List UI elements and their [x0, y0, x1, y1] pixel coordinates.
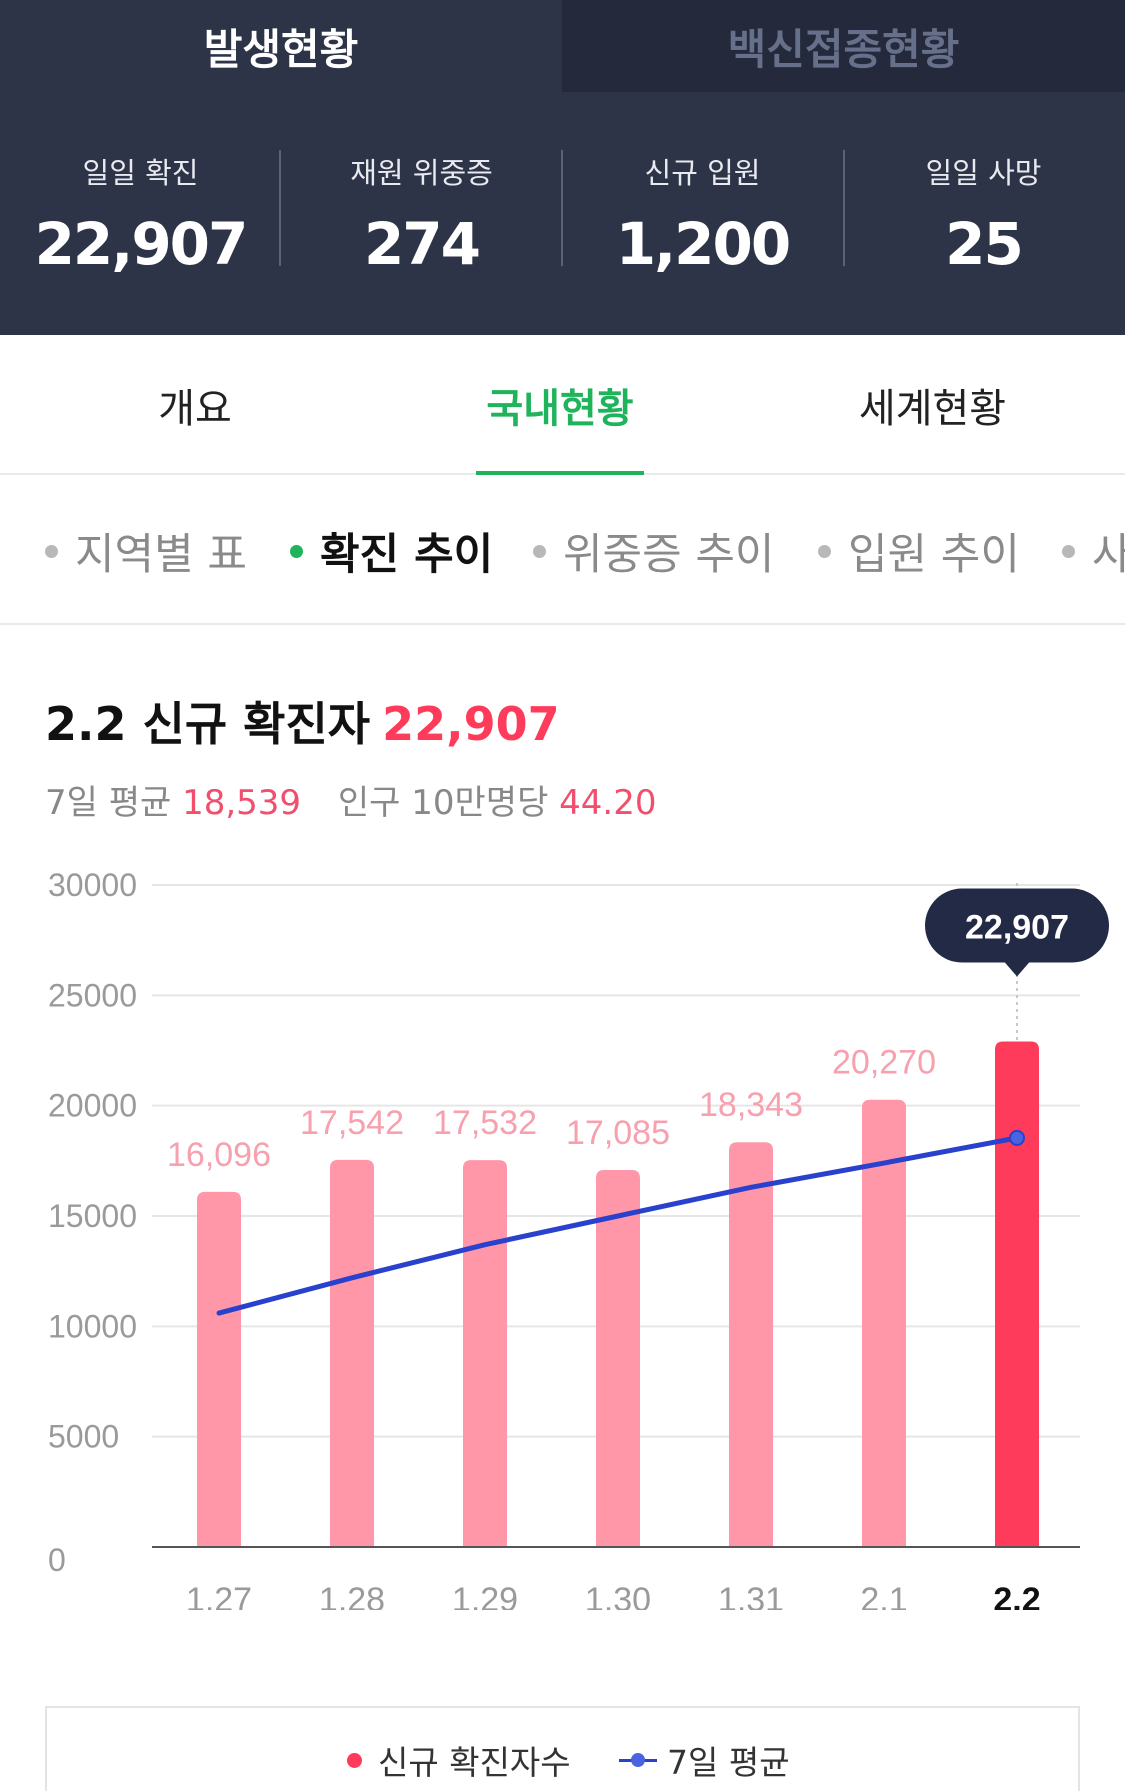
avg-value: 18,539: [182, 783, 302, 823]
stat-label: 일일 확진: [82, 156, 199, 190]
data-label: 16,096: [167, 1136, 271, 1174]
stat-label: 재원 위중증: [350, 156, 493, 190]
per-capita-label: 인구 10만명당: [337, 783, 549, 823]
bar: [862, 1099, 906, 1547]
headline-value: 22,907: [382, 697, 560, 751]
x-tick-label: 1.31: [718, 1581, 784, 1610]
headline-date: 2.2 신규 확진자: [45, 697, 371, 751]
stat-divider: [279, 150, 281, 266]
y-tick-label: 15000: [48, 1198, 137, 1234]
active-tab-indicator: [476, 471, 644, 475]
data-label: 20,270: [832, 1044, 936, 1082]
data-label: 17,542: [300, 1104, 404, 1142]
x-tick-label: 1.29: [452, 1581, 518, 1610]
chart-headline: 2.2 신규 확진자 22,907: [45, 688, 560, 754]
top-tabs: 발생현황 백신접종현황: [0, 0, 1125, 92]
avg-label: 7일 평균: [45, 783, 172, 823]
status-header: 발생현황 백신접종현황 일일 확진 22,907 재원 위중증 274 신규 입…: [0, 0, 1125, 335]
legend-dot-icon: [347, 1752, 362, 1768]
subtab-region-table[interactable]: 지역별 표: [45, 477, 247, 623]
tab-occurrence-status[interactable]: 발생현황: [203, 24, 359, 74]
bar: [197, 1191, 241, 1547]
bullet-icon: [1062, 544, 1075, 558]
y-tick-label: 30000: [48, 867, 137, 903]
y-tick-label: 20000: [48, 1088, 137, 1124]
tab-world[interactable]: 세계현황: [858, 386, 1007, 432]
bar-highlighted: [995, 1041, 1039, 1547]
x-tick-label: 1.28: [319, 1581, 385, 1610]
subtab-label: 지역별 표: [75, 530, 247, 580]
x-tick-label: 2.1: [860, 1581, 907, 1610]
stat-value: 274: [363, 210, 481, 278]
subtab-death-trend[interactable]: 사: [1062, 477, 1125, 623]
tab-overview[interactable]: 개요: [158, 386, 232, 432]
legend-line-icon: [619, 1752, 657, 1767]
bar: [596, 1169, 640, 1547]
chart-legend: 신규 확진자수 7일 평균: [45, 1706, 1080, 1791]
data-label: 18,343: [699, 1086, 803, 1124]
stat-value: 25: [945, 210, 1024, 278]
tab-vaccination-status[interactable]: 백신접종현황: [562, 0, 1125, 92]
subtab-label: 위중증 추이: [563, 530, 775, 580]
subtab-critical-trend[interactable]: 위중증 추이: [533, 477, 775, 623]
stat-daily-deaths: 일일 사망 25: [843, 140, 1124, 280]
stat-label: 일일 사망: [925, 156, 1042, 190]
subtab-admission-trend[interactable]: 입원 추이: [818, 477, 1020, 623]
legend-item-confirmed: 신규 확진자수: [347, 1736, 571, 1784]
legend-label: 7일 평균: [667, 1743, 790, 1782]
data-label: 17,085: [566, 1114, 670, 1152]
average-point-highlighted: [1009, 1129, 1025, 1146]
stat-value: 1,200: [615, 210, 791, 278]
chart-subline: 7일 평균 18,539 인구 10만명당 44.20: [45, 775, 657, 824]
stat-critical: 재원 위중증 274: [281, 140, 562, 280]
tooltip-value: 22,907: [965, 909, 1069, 947]
tab-domestic[interactable]: 국내현황: [486, 386, 634, 432]
x-tick-label: 1.27: [186, 1581, 252, 1610]
stat-daily-confirmed: 일일 확진 22,907: [0, 140, 281, 280]
bar: [463, 1160, 507, 1547]
bullet-icon: [45, 544, 58, 558]
legend-label: 신규 확진자수: [378, 1743, 571, 1782]
stats-row: 일일 확진 22,907 재원 위중증 274 신규 입원 1,200 일일 사…: [0, 140, 1125, 280]
stat-divider: [843, 150, 845, 266]
subtab-confirmed-trend[interactable]: 확진 추이: [290, 477, 494, 623]
tooltip-pointer: [1004, 961, 1030, 977]
y-tick-label: 25000: [48, 977, 137, 1013]
confirmed-trend-chart: 30000 25000 20000 15000 10000 5000 0 16,096 17,5…: [48, 867, 1109, 1610]
bar: [729, 1142, 773, 1547]
x-tick-label: 1.30: [585, 1581, 651, 1610]
bullet-icon: [533, 544, 546, 558]
stat-divider: [561, 150, 563, 266]
legend-item-average: 7일 평균: [619, 1736, 790, 1784]
y-tick-label: 0: [48, 1542, 66, 1578]
bullet-icon: [290, 544, 303, 558]
subtab-label: 확진 추이: [320, 530, 494, 580]
subtab-label: 사: [1092, 520, 1125, 582]
data-label: 17,532: [433, 1104, 537, 1142]
y-tick-label: 10000: [48, 1308, 137, 1344]
x-tick-label: 2.2: [993, 1581, 1040, 1610]
bullet-icon: [818, 544, 831, 558]
stat-label: 신규 입원: [644, 156, 761, 190]
average-line: [216, 1135, 1020, 1316]
tooltip-bubble: [925, 888, 1109, 963]
per-capita-value: 44.20: [559, 783, 657, 823]
stat-new-admission: 신규 입원 1,200: [562, 140, 843, 280]
sub-tabs: 지역별 표 확진 추이 위중증 추이 입원 추이 사: [0, 477, 1125, 625]
bar: [330, 1159, 374, 1547]
stat-value: 22,907: [34, 210, 249, 278]
y-tick-label: 5000: [48, 1419, 119, 1455]
subtab-label: 입원 추이: [848, 530, 1020, 580]
main-tabs: 개요 국내현황 세계현황: [0, 335, 1125, 475]
